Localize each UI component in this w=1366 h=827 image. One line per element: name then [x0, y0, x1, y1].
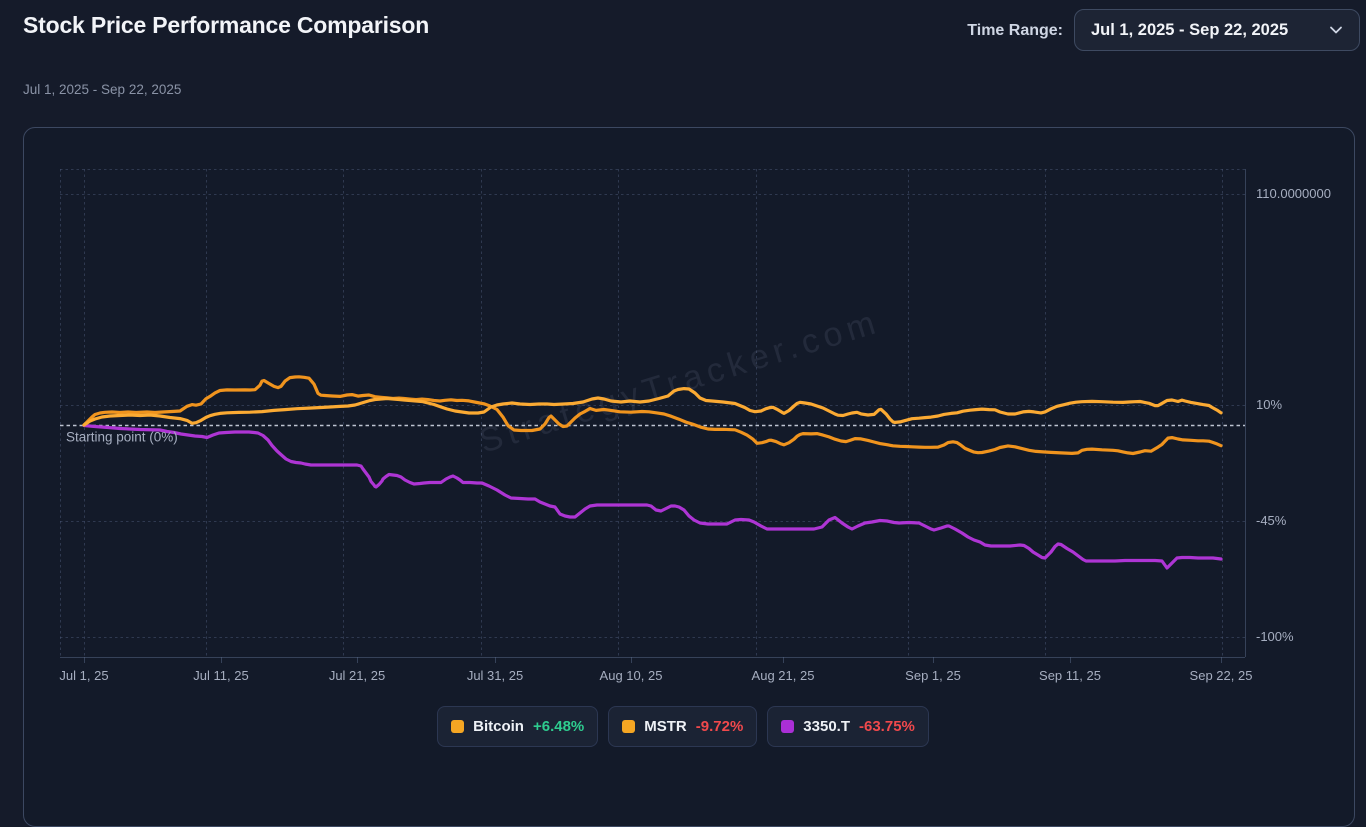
svg-text:Jul 1, 25: Jul 1, 25 [59, 668, 108, 683]
svg-text:Sep 1, 25: Sep 1, 25 [905, 668, 961, 683]
svg-text:-45%: -45% [1256, 513, 1287, 528]
svg-text:Jul 21, 25: Jul 21, 25 [329, 668, 385, 683]
svg-text:Jul 31, 25: Jul 31, 25 [467, 668, 523, 683]
svg-text:110.0000000: 110.0000000 [1256, 186, 1331, 201]
svg-text:10%: 10% [1256, 397, 1282, 412]
svg-text:-100%: -100% [1256, 629, 1294, 644]
svg-text:StrategyTracker.com: StrategyTracker.com [475, 302, 885, 460]
svg-text:Aug 21, 25: Aug 21, 25 [752, 668, 815, 683]
svg-text:Starting point (0%): Starting point (0%) [66, 430, 178, 445]
svg-text:Aug 10, 25: Aug 10, 25 [600, 668, 663, 683]
svg-text:Sep 11, 25: Sep 11, 25 [1039, 668, 1101, 683]
svg-text:Sep 22, 25: Sep 22, 25 [1190, 668, 1253, 683]
svg-text:Jul 11, 25: Jul 11, 25 [193, 668, 248, 683]
